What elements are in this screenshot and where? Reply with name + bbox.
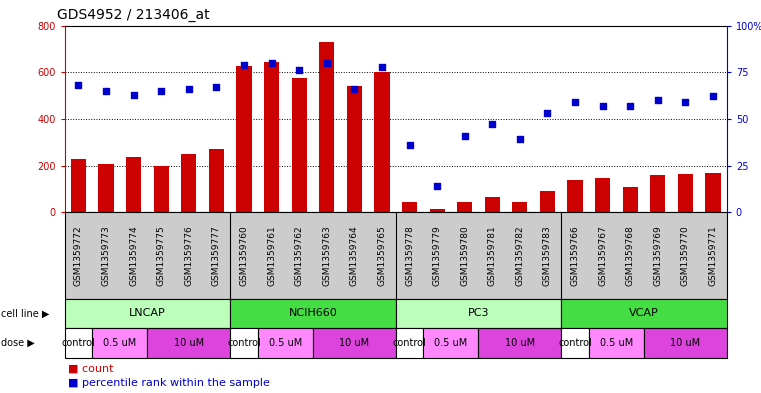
Point — [376, 63, 388, 70]
Text: control: control — [393, 338, 426, 348]
Text: control: control — [62, 338, 95, 348]
Text: 10 uM: 10 uM — [339, 338, 369, 348]
Bar — [209, 149, 224, 212]
Point — [183, 86, 195, 92]
Text: GSM1359769: GSM1359769 — [653, 225, 662, 286]
Point — [707, 93, 719, 99]
Text: GSM1359771: GSM1359771 — [708, 225, 718, 286]
Bar — [568, 180, 583, 212]
Bar — [540, 191, 555, 212]
Bar — [374, 72, 390, 212]
Bar — [512, 202, 527, 212]
Bar — [429, 209, 444, 212]
Text: GSM1359775: GSM1359775 — [157, 225, 166, 286]
Point — [597, 103, 609, 109]
Bar — [457, 202, 473, 212]
Text: LNCAP: LNCAP — [129, 309, 166, 318]
Point — [624, 103, 636, 109]
Text: ■ percentile rank within the sample: ■ percentile rank within the sample — [68, 378, 270, 388]
Text: GSM1359761: GSM1359761 — [267, 225, 276, 286]
Text: cell line ▶: cell line ▶ — [1, 309, 49, 318]
Text: GSM1359774: GSM1359774 — [129, 225, 139, 286]
Point — [569, 99, 581, 105]
Text: 0.5 uM: 0.5 uM — [600, 338, 633, 348]
Text: 10 uM: 10 uM — [174, 338, 204, 348]
Point — [486, 121, 498, 128]
Text: GSM1359768: GSM1359768 — [626, 225, 635, 286]
Bar — [705, 173, 721, 212]
Text: GSM1359783: GSM1359783 — [543, 225, 552, 286]
Text: ■ count: ■ count — [68, 363, 114, 373]
Text: GSM1359763: GSM1359763 — [322, 225, 331, 286]
Text: GSM1359773: GSM1359773 — [101, 225, 110, 286]
Point — [293, 67, 305, 73]
Text: GSM1359767: GSM1359767 — [598, 225, 607, 286]
Bar — [291, 78, 307, 212]
Point — [72, 82, 84, 88]
Text: 0.5 uM: 0.5 uM — [435, 338, 467, 348]
Point — [651, 97, 664, 103]
Point — [238, 62, 250, 68]
Point — [459, 132, 471, 139]
Point — [100, 88, 112, 94]
Bar — [678, 174, 693, 212]
Text: 0.5 uM: 0.5 uM — [103, 338, 136, 348]
Text: 10 uM: 10 uM — [505, 338, 535, 348]
Bar — [402, 202, 417, 212]
Text: GSM1359776: GSM1359776 — [184, 225, 193, 286]
Text: GSM1359764: GSM1359764 — [350, 225, 359, 286]
Text: GSM1359765: GSM1359765 — [377, 225, 387, 286]
Point — [266, 60, 278, 66]
Text: GSM1359780: GSM1359780 — [460, 225, 470, 286]
Text: GSM1359781: GSM1359781 — [488, 225, 497, 286]
Point — [680, 99, 692, 105]
Text: PC3: PC3 — [468, 309, 489, 318]
Text: GSM1359779: GSM1359779 — [432, 225, 441, 286]
Bar — [650, 175, 665, 212]
Bar — [71, 158, 86, 212]
Text: GSM1359760: GSM1359760 — [240, 225, 249, 286]
Bar — [237, 66, 252, 212]
Point — [431, 183, 443, 189]
Bar — [264, 62, 279, 212]
Bar — [622, 187, 638, 212]
Text: 0.5 uM: 0.5 uM — [269, 338, 302, 348]
Point — [514, 136, 526, 143]
Point — [320, 60, 333, 66]
Bar — [347, 86, 362, 212]
Text: dose ▶: dose ▶ — [1, 338, 34, 348]
Text: control: control — [227, 338, 261, 348]
Text: GSM1359777: GSM1359777 — [212, 225, 221, 286]
Point — [349, 86, 361, 92]
Text: GSM1359782: GSM1359782 — [515, 225, 524, 286]
Bar — [126, 157, 142, 212]
Point — [155, 88, 167, 94]
Bar — [181, 154, 196, 212]
Text: GSM1359772: GSM1359772 — [74, 225, 83, 286]
Bar — [485, 197, 500, 212]
Text: VCAP: VCAP — [629, 309, 659, 318]
Point — [128, 92, 140, 98]
Text: 10 uM: 10 uM — [670, 338, 700, 348]
Bar — [319, 42, 334, 212]
Point — [403, 142, 416, 148]
Point — [541, 110, 553, 116]
Point — [210, 84, 222, 90]
Bar — [595, 178, 610, 212]
Text: control: control — [558, 338, 592, 348]
Bar — [154, 165, 169, 212]
Bar — [98, 164, 113, 212]
Text: GSM1359766: GSM1359766 — [571, 225, 580, 286]
Text: GSM1359770: GSM1359770 — [681, 225, 690, 286]
Text: GDS4952 / 213406_at: GDS4952 / 213406_at — [57, 7, 210, 22]
Text: GSM1359762: GSM1359762 — [295, 225, 304, 286]
Text: NCIH660: NCIH660 — [288, 309, 337, 318]
Text: GSM1359778: GSM1359778 — [405, 225, 414, 286]
